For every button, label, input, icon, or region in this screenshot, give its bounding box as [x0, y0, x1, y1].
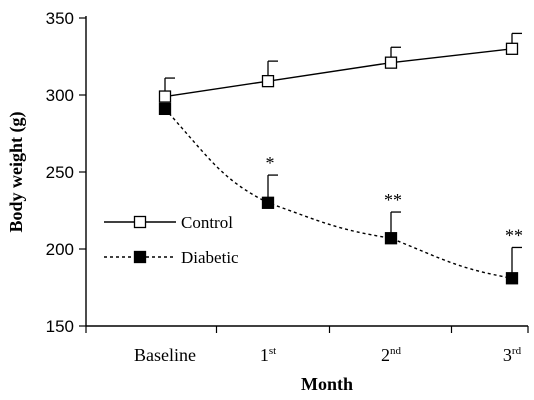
significance-marker: * — [266, 153, 275, 173]
series-diabetic — [158, 102, 522, 285]
x-axis-ticks: Baseline 1st 2nd 3rd — [85, 326, 529, 365]
legend-marker — [133, 250, 147, 264]
y-axis-ticks: 150 200 250 300 350 — [46, 9, 86, 336]
data-point-control — [505, 42, 519, 55]
data-point-control — [158, 90, 172, 103]
legend-label: Control — [181, 213, 233, 232]
x-axis-title: Month — [301, 374, 353, 394]
y-axis-title: Body weight (g) — [6, 111, 27, 232]
y-tick-label: 200 — [46, 240, 74, 259]
legend-item-diabetic: Diabetic — [104, 248, 239, 267]
legend-marker — [133, 215, 147, 229]
legend: Control Diabetic — [104, 213, 239, 267]
data-point-diabetic — [158, 102, 172, 116]
x-tick-label: 3rd — [503, 345, 522, 365]
y-tick-label: 350 — [46, 9, 74, 28]
significance-marker: ** — [505, 225, 523, 245]
annotation-layer: ***** — [266, 153, 524, 245]
axes — [85, 16, 528, 327]
series-control — [158, 32, 522, 103]
legend-label: Diabetic — [181, 248, 239, 267]
series-line-control — [164, 48, 513, 98]
y-tick-label: 150 — [46, 317, 74, 336]
series-layer — [158, 32, 522, 285]
significance-marker: ** — [384, 190, 402, 210]
y-tick-label: 250 — [46, 163, 74, 182]
series-line-diabetic — [164, 108, 513, 279]
x-tick-label: Baseline — [134, 345, 196, 365]
data-point-control — [261, 74, 275, 88]
x-tick-label: 1st — [260, 345, 276, 365]
legend-item-control: Control — [104, 213, 233, 232]
data-point-control — [384, 56, 398, 69]
x-tick-label: 2nd — [381, 345, 402, 365]
data-point-diabetic — [505, 272, 519, 285]
y-tick-label: 300 — [46, 86, 74, 105]
data-point-diabetic — [384, 232, 398, 245]
data-point-diabetic — [261, 196, 275, 209]
